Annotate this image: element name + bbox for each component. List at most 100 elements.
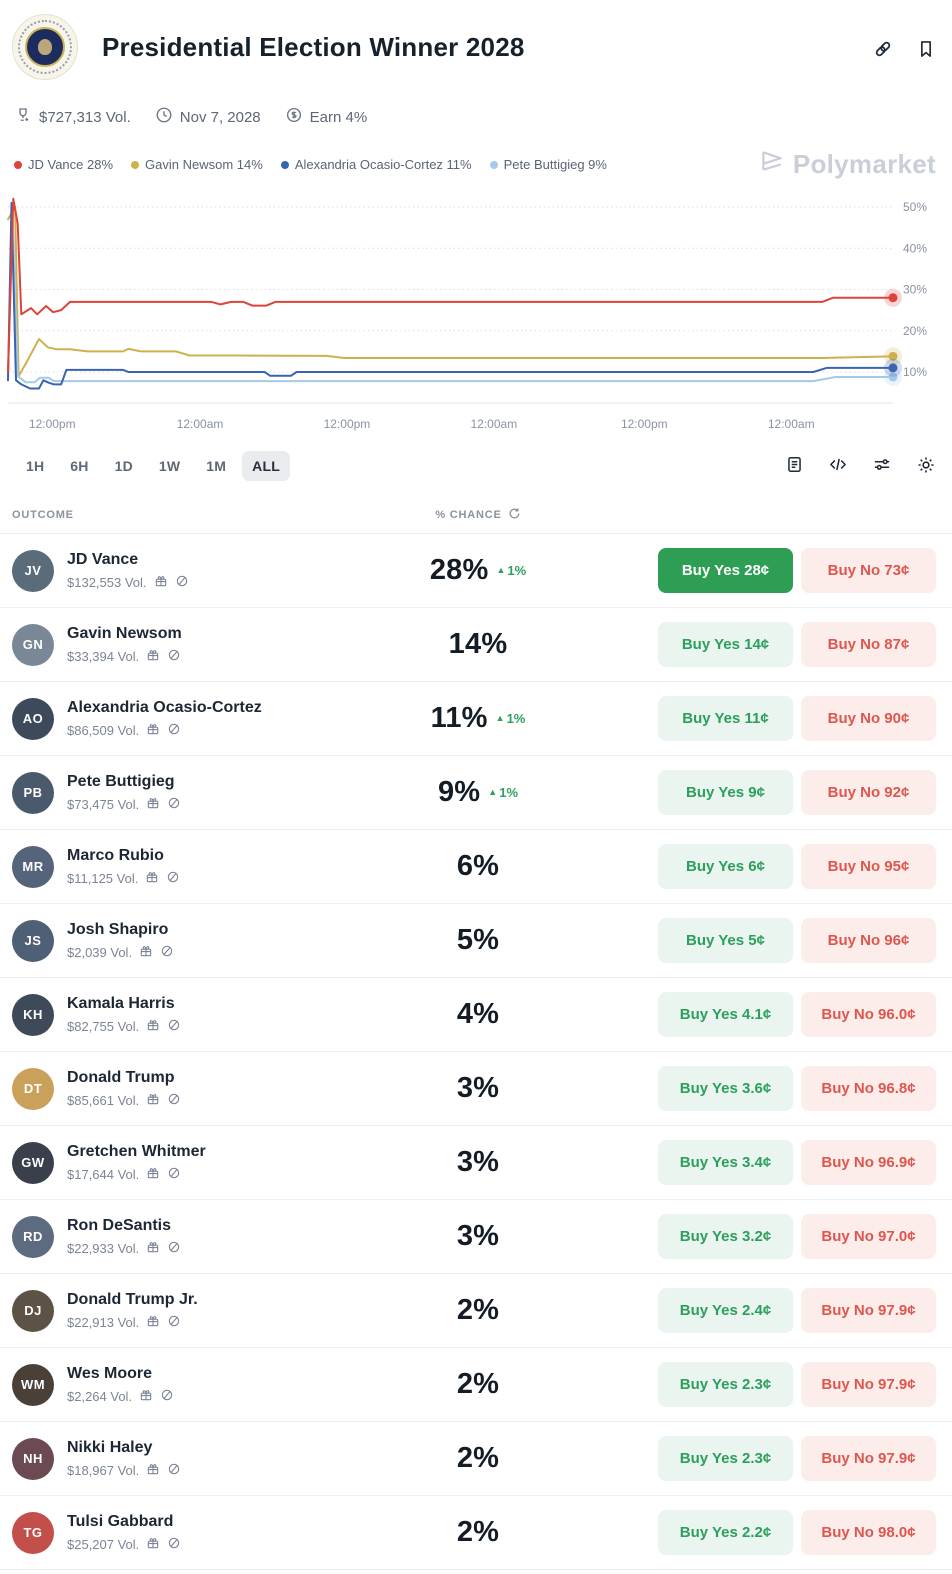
outcome-row[interactable]: NH Nikki Haley $18,967 Vol. xyxy=(0,1421,952,1495)
neg-risk-icon[interactable] xyxy=(167,648,181,665)
gift-icon[interactable] xyxy=(146,796,160,813)
gift-icon[interactable] xyxy=(146,1536,160,1553)
outcome-volume: $25,207 Vol. xyxy=(67,1536,140,1552)
gift-icon[interactable] xyxy=(154,574,168,591)
earn-stat: Earn 4% xyxy=(285,106,367,128)
gift-icon[interactable] xyxy=(139,1388,153,1405)
outcome-row[interactable]: WM Wes Moore $2,264 Vol. xyxy=(0,1347,952,1421)
buy-no-button[interactable]: Buy No 92¢ xyxy=(801,770,936,815)
outcome-row[interactable]: KH Kamala Harris $82,755 Vol. xyxy=(0,977,952,1051)
document-icon xyxy=(785,455,804,477)
outcome-row[interactable]: MR Marco Rubio $11,125 Vol. xyxy=(0,829,952,903)
gift-icon[interactable] xyxy=(146,1166,160,1183)
time-filter-1m[interactable]: 1M xyxy=(196,451,236,481)
legend-row: JD Vance 28% Gavin Newsom 14% Alexandria… xyxy=(0,128,952,181)
avatar: RD xyxy=(12,1215,54,1258)
settings-button[interactable] xyxy=(916,455,936,478)
neg-risk-icon[interactable] xyxy=(167,1240,181,1257)
buy-yes-button[interactable]: Buy Yes 11¢ xyxy=(658,696,793,741)
neg-risk-icon[interactable] xyxy=(160,944,174,961)
neg-risk-icon[interactable] xyxy=(167,1166,181,1183)
buy-no-button[interactable]: Buy No 97.0¢ xyxy=(801,1214,936,1259)
buy-yes-button[interactable]: Buy Yes 5¢ xyxy=(658,918,793,963)
up-triangle-icon: ▲ xyxy=(488,787,498,797)
clock-icon xyxy=(155,106,173,128)
gift-icon[interactable] xyxy=(146,1240,160,1257)
gift-icon[interactable] xyxy=(146,648,160,665)
buy-yes-button[interactable]: Buy Yes 9¢ xyxy=(658,770,793,815)
neg-risk-icon[interactable] xyxy=(166,870,180,887)
refresh-button[interactable] xyxy=(508,507,521,523)
buy-no-button[interactable]: Buy No 87¢ xyxy=(801,622,936,667)
chart-settings-button[interactable] xyxy=(872,455,892,477)
buy-no-button[interactable]: Buy No 96¢ xyxy=(801,918,936,963)
outcome-row[interactable]: AO Alexandria Ocasio-Cortez $86,509 Vol. xyxy=(0,681,952,755)
outcome-row[interactable]: GW Gretchen Whitmer $17,644 Vol. xyxy=(0,1125,952,1199)
buy-no-button[interactable]: Buy No 96.8¢ xyxy=(801,1066,936,1111)
buy-yes-button[interactable]: Buy Yes 3.4¢ xyxy=(658,1140,793,1185)
buy-no-button[interactable]: Buy No 90¢ xyxy=(801,696,936,741)
buy-yes-button[interactable]: Buy Yes 3.2¢ xyxy=(658,1214,793,1259)
time-filter-6h[interactable]: 6H xyxy=(60,451,98,481)
buy-yes-button[interactable]: Buy Yes 14¢ xyxy=(658,622,793,667)
neg-risk-icon[interactable] xyxy=(167,1462,181,1479)
buy-no-button[interactable]: Buy No 95¢ xyxy=(801,844,936,889)
svg-text:12:00am: 12:00am xyxy=(768,417,815,431)
neg-risk-icon[interactable] xyxy=(160,1388,174,1405)
avatar: DJ xyxy=(12,1289,54,1332)
volume-stat: $727,313 Vol. xyxy=(14,106,131,128)
copy-link-button[interactable] xyxy=(872,38,894,63)
outcome-row[interactable]: JS Josh Shapiro $2,039 Vol. xyxy=(0,903,952,977)
time-filter-1d[interactable]: 1D xyxy=(105,451,143,481)
buy-yes-button[interactable]: Buy Yes 2.4¢ xyxy=(658,1288,793,1333)
buy-no-button[interactable]: Buy No 97.9¢ xyxy=(801,1436,936,1481)
gift-icon[interactable] xyxy=(145,870,159,887)
neg-risk-icon[interactable] xyxy=(167,1536,181,1553)
buy-no-button[interactable]: Buy No 97.9¢ xyxy=(801,1288,936,1333)
time-filter-all[interactable]: ALL xyxy=(242,451,290,481)
gift-icon[interactable] xyxy=(146,1314,160,1331)
outcome-volume: $33,394 Vol. xyxy=(67,648,140,664)
outcome-row[interactable]: TG Tulsi Gabbard $25,207 Vol. xyxy=(0,1495,952,1570)
buy-yes-button[interactable]: Buy Yes 2.3¢ xyxy=(658,1362,793,1407)
buy-no-button[interactable]: Buy No 73¢ xyxy=(801,548,936,593)
buy-yes-button[interactable]: Buy Yes 6¢ xyxy=(658,844,793,889)
embed-button[interactable] xyxy=(828,455,848,477)
time-filter-1h[interactable]: 1H xyxy=(16,451,54,481)
buy-yes-button[interactable]: Buy Yes 2.3¢ xyxy=(658,1436,793,1481)
bookmark-button[interactable] xyxy=(916,38,936,63)
buy-yes-button[interactable]: Buy Yes 4.1¢ xyxy=(658,992,793,1037)
outcome-row[interactable]: RD Ron DeSantis $22,933 Vol. xyxy=(0,1199,952,1273)
outcome-row[interactable]: GN Gavin Newsom $33,394 Vol. xyxy=(0,607,952,681)
outcome-volume: $2,039 Vol. xyxy=(67,944,133,960)
neg-risk-icon[interactable] xyxy=(167,722,181,739)
buy-yes-button[interactable]: Buy Yes 28¢ xyxy=(658,548,793,593)
outcome-volume: $82,755 Vol. xyxy=(67,1018,140,1034)
avatar: AO xyxy=(12,697,54,740)
buy-yes-button[interactable]: Buy Yes 3.6¢ xyxy=(658,1066,793,1111)
gift-icon[interactable] xyxy=(146,1462,160,1479)
gift-icon[interactable] xyxy=(146,722,160,739)
outcome-row[interactable]: DT Donald Trump $85,661 Vol. xyxy=(0,1051,952,1125)
outcome-row[interactable]: PB Pete Buttigieg $73,475 Vol. xyxy=(0,755,952,829)
buy-no-button[interactable]: Buy No 96.0¢ xyxy=(801,992,936,1037)
buy-no-button[interactable]: Buy No 97.9¢ xyxy=(801,1362,936,1407)
neg-risk-icon[interactable] xyxy=(167,1092,181,1109)
legend-item: Alexandria Ocasio-Cortez 11% xyxy=(280,157,472,172)
outcome-row[interactable]: JV JD Vance $132,553 Vol. xyxy=(0,533,952,607)
gift-icon[interactable] xyxy=(146,1092,160,1109)
neg-risk-icon[interactable] xyxy=(167,1314,181,1331)
outcome-volume: $22,933 Vol. xyxy=(67,1240,140,1256)
buy-yes-button[interactable]: Buy Yes 2.2¢ xyxy=(658,1510,793,1555)
buy-no-button[interactable]: Buy No 98.0¢ xyxy=(801,1510,936,1555)
neg-risk-icon[interactable] xyxy=(167,796,181,813)
chance-value: 2% xyxy=(456,1368,500,1400)
gift-icon[interactable] xyxy=(139,944,153,961)
gift-icon[interactable] xyxy=(146,1018,160,1035)
outcome-row[interactable]: DJ Donald Trump Jr. $22,913 Vol. xyxy=(0,1273,952,1347)
neg-risk-icon[interactable] xyxy=(167,1018,181,1035)
time-filter-1w[interactable]: 1W xyxy=(149,451,190,481)
neg-risk-icon[interactable] xyxy=(175,574,189,591)
news-button[interactable] xyxy=(785,455,804,477)
buy-no-button[interactable]: Buy No 96.9¢ xyxy=(801,1140,936,1185)
